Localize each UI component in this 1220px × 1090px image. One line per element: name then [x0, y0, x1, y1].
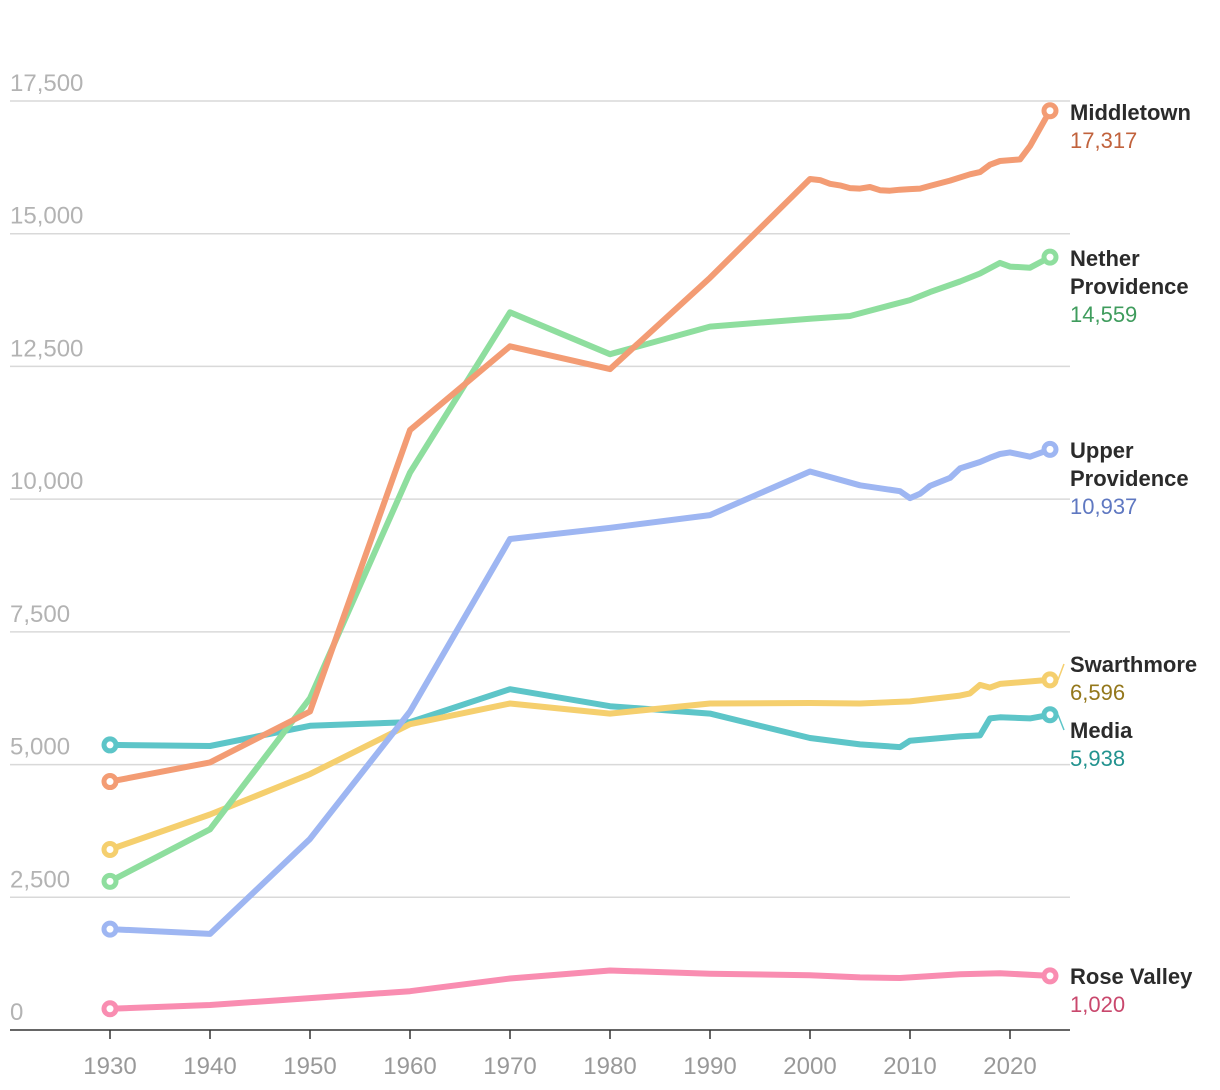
series-name-label-nether-providence-line-1: Nether: [1070, 246, 1140, 271]
series-markers: [101, 102, 1059, 1018]
y-tick-label-7500: 7,500: [10, 601, 70, 628]
y-axis-tick-labels: 0 2,500 5,000 7,500 10,000 12,500 15,000 17,500: [10, 70, 83, 1026]
leader-line-media: [1057, 714, 1065, 731]
series-line-upper-providence: [107, 446, 1053, 937]
start-marker-upper-providence: [101, 920, 119, 938]
end-marker-middletown: [1041, 102, 1059, 120]
series-line-nether-providence: [107, 254, 1053, 885]
end-marker-swarthmore: [1041, 671, 1059, 689]
x-axis-tick-labels: 1930 1940 1950 1960 1970 1980 1990 2000 2010 2020: [83, 1030, 1037, 1080]
x-tick-label-1930: 1930: [83, 1053, 136, 1080]
series-name-label-middletown: Middletown: [1070, 100, 1191, 125]
y-tick-label-10000: 10,000: [10, 468, 83, 495]
x-tick-label-1940: 1940: [183, 1053, 236, 1080]
end-marker-media: [1041, 706, 1059, 724]
x-tick-label-2020: 2020: [983, 1053, 1036, 1080]
series-end-labels: Rose Valley 1,020 Media 5,938 Swarthmore 6,59…: [1057, 100, 1197, 1017]
y-tick-label-2500: 2,500: [10, 866, 70, 893]
series-name-label-swarthmore: Swarthmore: [1070, 652, 1197, 677]
series-lines: [107, 107, 1053, 1012]
y-tick-label-0: 0: [10, 999, 23, 1026]
gridlines: [10, 100, 1070, 1031]
series-line-media: [107, 686, 1053, 751]
series-name-label-rose-valley: Rose Valley: [1070, 964, 1193, 989]
y-tick-label-17500: 17,500: [10, 70, 83, 97]
series-line-middletown: [107, 107, 1053, 785]
x-tick-label-2000: 2000: [783, 1053, 836, 1080]
x-tick-label-1970: 1970: [483, 1053, 536, 1080]
y-tick-label-12500: 12,500: [10, 335, 83, 362]
series-name-label-nether-providence-line-2: Providence: [1070, 274, 1189, 299]
x-tick-label-1980: 1980: [583, 1053, 636, 1080]
x-tick-label-1960: 1960: [383, 1053, 436, 1080]
start-marker-media: [101, 736, 119, 754]
start-marker-middletown: [101, 773, 119, 791]
series-value-label-middletown: 17,317: [1070, 128, 1137, 153]
end-marker-upper-providence: [1041, 440, 1059, 458]
series-value-label-media: 5,938: [1070, 746, 1125, 771]
x-tick-label-1950: 1950: [283, 1053, 336, 1080]
y-tick-label-5000: 5,000: [10, 734, 70, 761]
start-marker-nether-providence: [101, 872, 119, 890]
end-marker-rose-valley: [1041, 967, 1059, 985]
start-marker-swarthmore: [101, 841, 119, 859]
x-tick-label-2010: 2010: [883, 1053, 936, 1080]
series-line-swarthmore: [107, 676, 1053, 853]
start-marker-rose-valley: [101, 1000, 119, 1018]
series-name-label-upper-providence-line-1: Upper: [1070, 438, 1134, 463]
series-value-label-nether-providence: 14,559: [1070, 302, 1137, 327]
series-line-rose-valley: [107, 967, 1053, 1012]
series-value-label-upper-providence: 10,937: [1070, 494, 1137, 519]
series-value-label-rose-valley: 1,020: [1070, 992, 1125, 1017]
series-value-label-swarthmore: 6,596: [1070, 680, 1125, 705]
end-marker-nether-providence: [1041, 248, 1059, 266]
y-tick-label-15000: 15,000: [10, 203, 83, 230]
leader-line-swarthmore: [1057, 663, 1065, 681]
x-tick-label-1990: 1990: [683, 1053, 736, 1080]
series-name-label-upper-providence-line-2: Providence: [1070, 466, 1189, 491]
series-name-label-media: Media: [1070, 718, 1133, 743]
